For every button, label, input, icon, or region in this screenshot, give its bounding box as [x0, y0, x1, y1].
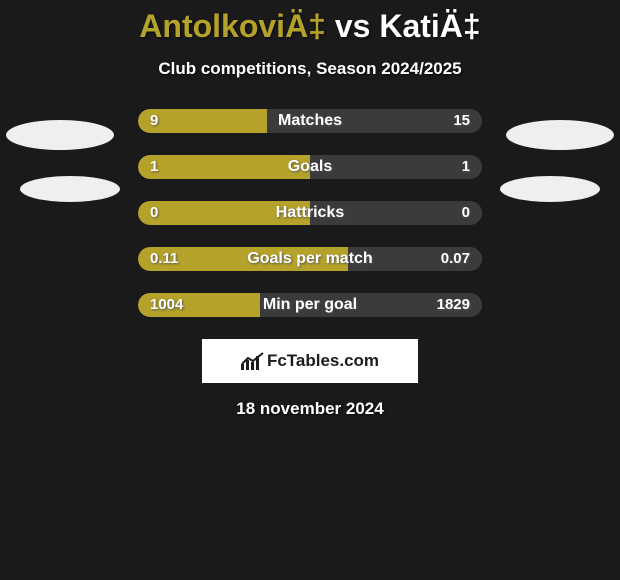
stat-value-right: 15 — [453, 109, 470, 133]
player2-name: KatiÄ‡ — [379, 8, 480, 44]
decorative-ellipse — [20, 176, 120, 202]
stat-row: 1004Min per goal1829 — [138, 293, 482, 317]
brand-box[interactable]: FcTables.com — [202, 339, 418, 383]
vs-separator: vs — [326, 8, 379, 44]
decorative-ellipse — [506, 120, 614, 150]
stat-label: Min per goal — [138, 293, 482, 317]
comparison-title: AntolkoviÄ‡ vs KatiÄ‡ — [0, 0, 620, 45]
stat-row: 0Hattricks0 — [138, 201, 482, 225]
player1-name: AntolkoviÄ‡ — [139, 8, 326, 44]
stat-label: Matches — [138, 109, 482, 133]
subtitle: Club competitions, Season 2024/2025 — [0, 59, 620, 79]
decorative-ellipse — [6, 120, 114, 150]
brand-text: FcTables.com — [267, 351, 379, 371]
stat-row: 0.11Goals per match0.07 — [138, 247, 482, 271]
stat-row: 9Matches15 — [138, 109, 482, 133]
barchart-icon — [241, 352, 263, 370]
stat-row: 1Goals1 — [138, 155, 482, 179]
stat-value-right: 1 — [462, 155, 470, 179]
stat-value-right: 1829 — [437, 293, 470, 317]
stat-value-right: 0 — [462, 201, 470, 225]
stat-label: Goals — [138, 155, 482, 179]
stat-label: Hattricks — [138, 201, 482, 225]
decorative-ellipse — [500, 176, 600, 202]
stat-label: Goals per match — [138, 247, 482, 271]
stat-value-right: 0.07 — [441, 247, 470, 271]
date-label: 18 november 2024 — [0, 399, 620, 419]
stats-bars: 9Matches15 1Goals1 0Hattricks0 0.11Goals pe… — [138, 109, 482, 317]
